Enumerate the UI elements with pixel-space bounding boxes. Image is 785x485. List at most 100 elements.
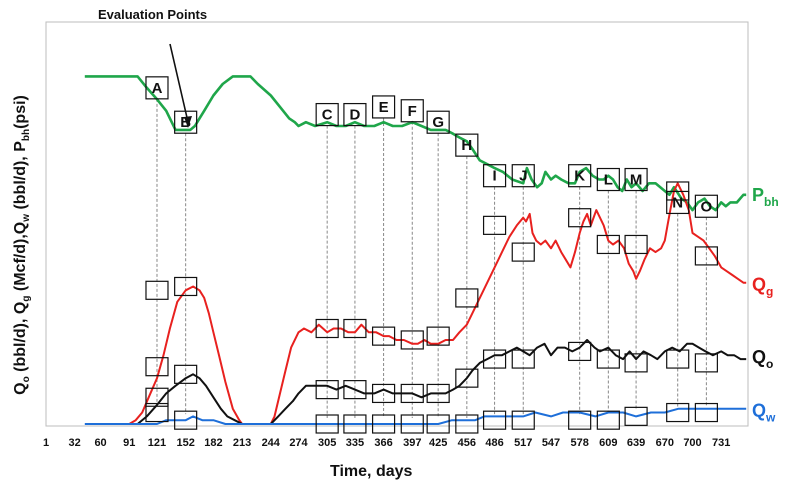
series-point-box xyxy=(568,341,592,362)
x-tick-label: 305 xyxy=(318,437,336,449)
evaluation-point-label: F xyxy=(408,103,417,120)
evaluation-point-box xyxy=(343,102,367,127)
evaluation-point-label: L xyxy=(604,172,613,189)
evaluation-boxes: AB C D E FGH I J K L M N O xyxy=(145,76,718,434)
series-point-box xyxy=(343,380,367,400)
series-point-box xyxy=(596,349,620,369)
series-point-box xyxy=(145,280,169,300)
x-tick-label: 547 xyxy=(542,437,560,449)
connector-lines xyxy=(156,98,707,418)
evaluation-point-box xyxy=(511,164,535,188)
series-point-box xyxy=(666,181,690,201)
series-point-box xyxy=(400,383,424,404)
evaluation-point-label: K xyxy=(574,168,585,185)
series-qw-line xyxy=(84,407,747,425)
series-point-box xyxy=(315,318,339,339)
series-point-box xyxy=(596,410,620,430)
series-pbh-line xyxy=(84,75,747,212)
evaluation-point-box xyxy=(400,99,424,123)
x-tick-label: 366 xyxy=(374,437,392,449)
x-tick-label: 639 xyxy=(627,437,645,449)
series-point-box xyxy=(315,414,339,434)
series-point-box xyxy=(624,234,648,255)
x-tick-label: 335 xyxy=(346,437,364,449)
series-labels: Pbh Qg Qo Qw xyxy=(752,185,779,425)
series-point-box xyxy=(426,414,450,434)
series-point-box xyxy=(455,368,479,388)
evaluation-point-box xyxy=(455,133,479,157)
series-point-box xyxy=(511,410,535,430)
series-point-box xyxy=(371,326,396,346)
x-tick-label: 731 xyxy=(712,437,730,449)
series-point-box xyxy=(482,349,507,369)
series-point-box xyxy=(174,410,198,430)
series-point-box xyxy=(371,383,396,404)
series-point-box xyxy=(343,414,367,434)
evaluation-point-box xyxy=(694,194,718,218)
title-arrow xyxy=(169,43,192,128)
series-point-box xyxy=(455,414,479,434)
x-tick-label: 700 xyxy=(683,437,701,449)
series-point-box xyxy=(400,414,424,434)
series-point-box xyxy=(568,208,592,228)
x-tick-label: 182 xyxy=(204,437,222,449)
series-point-box xyxy=(596,234,620,255)
series-point-box xyxy=(174,364,198,384)
x-tick-label: 486 xyxy=(485,437,503,449)
series-point-box xyxy=(511,242,535,262)
series-point-box xyxy=(568,410,592,430)
x-tick-label: 670 xyxy=(656,437,674,449)
x-tick-label: 244 xyxy=(262,437,281,449)
evaluation-point-label: C xyxy=(322,107,333,124)
series-label-qo: Qo xyxy=(752,347,773,371)
chart-title: Evaluation Points xyxy=(98,7,207,22)
series-point-box xyxy=(343,318,367,339)
evaluation-point-label: H xyxy=(461,137,472,154)
evaluation-point-box xyxy=(596,167,620,192)
series-point-box xyxy=(455,288,479,308)
series-point-box xyxy=(145,387,169,407)
series-point-box xyxy=(624,406,648,426)
evaluation-point-box xyxy=(371,95,396,119)
series-point-box xyxy=(426,326,450,346)
series-point-box xyxy=(694,246,718,266)
evaluation-point-box xyxy=(426,110,450,134)
series-qo-line xyxy=(129,339,747,425)
evaluation-point-label: B xyxy=(180,114,191,131)
x-tick-label: 578 xyxy=(570,437,588,449)
series-point-box xyxy=(145,357,169,377)
evaluation-point-label: N xyxy=(672,194,683,211)
series-point-box xyxy=(426,383,450,404)
series-point-box xyxy=(400,330,424,350)
x-tick-label: 274 xyxy=(289,437,308,449)
series-point-box xyxy=(371,414,396,434)
evaluation-point-label: G xyxy=(432,114,444,131)
evaluation-point-label: D xyxy=(349,107,360,124)
evaluation-point-box xyxy=(568,164,592,188)
series-point-box xyxy=(174,276,198,297)
series-point-box xyxy=(482,410,507,430)
x-tick-label: 60 xyxy=(94,437,106,449)
series-point-box xyxy=(511,349,535,369)
evaluation-point-label: A xyxy=(152,80,163,97)
x-tick-label: 517 xyxy=(514,437,532,449)
evaluation-point-box xyxy=(315,102,339,127)
evaluation-point-label: O xyxy=(701,198,713,215)
series-point-box xyxy=(482,215,507,235)
series-label-pbh: Pbh xyxy=(752,185,779,209)
x-tick-label: 121 xyxy=(148,437,166,449)
series-point-box xyxy=(145,402,169,423)
x-tick-label: 397 xyxy=(403,437,421,449)
series-point-box xyxy=(666,402,690,423)
x-axis-title: Time, days xyxy=(330,463,413,480)
series-point-box xyxy=(315,380,339,400)
series-label-qw: Qw xyxy=(752,401,776,425)
x-tick-label: 425 xyxy=(429,437,447,449)
series-point-box xyxy=(694,353,718,373)
x-tick-label: 213 xyxy=(233,437,251,449)
x-axis-ticks: 1 32 60 91 121 152 182 213 244 274 305 335 366 397 425… xyxy=(43,437,730,449)
evaluation-point-label: M xyxy=(630,172,643,189)
series-qg-line xyxy=(128,182,747,425)
evaluation-point-box xyxy=(666,190,690,215)
